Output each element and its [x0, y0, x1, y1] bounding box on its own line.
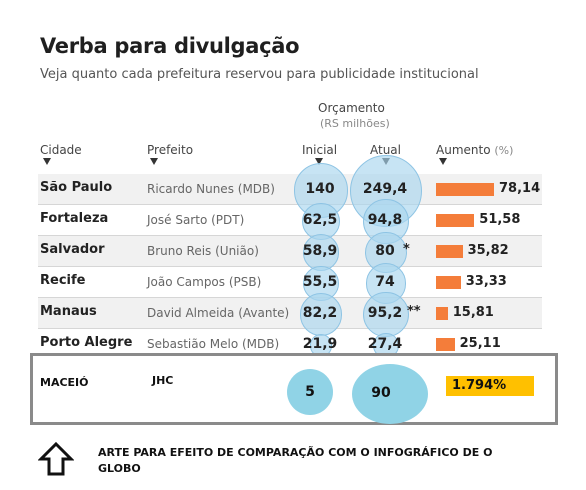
initial-budget-value: 140	[305, 181, 335, 197]
mayor-name: Bruno Reis (União)	[147, 244, 259, 258]
sort-down-icon	[150, 158, 158, 165]
initial-budget-value: 55,5	[302, 274, 338, 290]
city-name: Porto Alegre	[40, 335, 133, 350]
row-divider	[38, 266, 542, 267]
increase-bar	[436, 214, 475, 227]
sort-down-icon	[43, 158, 51, 165]
mayor-name: João Campos (PSB)	[147, 275, 262, 289]
mayor-name: José Sarto (PDT)	[147, 213, 245, 227]
mayor-name: Ricardo Nunes (MDB)	[147, 182, 275, 196]
maceio-mayor: JHC	[152, 374, 174, 387]
row-divider	[38, 328, 542, 329]
maceio-initial-value: 5	[305, 384, 315, 400]
current-budget-value: 27,4	[367, 336, 403, 352]
row-divider	[38, 297, 542, 298]
footnote-marker: **	[407, 304, 421, 319]
increase-value: 35,82	[467, 243, 509, 258]
current-budget-value: 80	[375, 243, 395, 259]
chart-subtitle: Veja quanto cada prefeitura reservou par…	[40, 67, 479, 82]
initial-budget-value: 82,2	[302, 305, 338, 321]
initial-budget-bubble	[302, 234, 339, 271]
increase-bar	[436, 183, 494, 196]
increase-bar	[436, 338, 455, 351]
sort-down-icon	[315, 158, 323, 165]
mayor-name: David Almeida (Avante)	[147, 306, 290, 320]
current-budget-value: 94,8	[367, 212, 403, 228]
footnote-marker: *	[403, 242, 410, 257]
chart-title: Verba para divulgação	[40, 34, 300, 58]
current-budget-value: 95,2	[367, 305, 403, 321]
current-budget-value: 74	[375, 274, 395, 290]
row-divider	[38, 235, 542, 236]
maceio-city: MACEIÓ	[40, 376, 89, 389]
increase-value: 78,14	[499, 181, 541, 196]
city-name: Manaus	[40, 304, 97, 319]
initial-column-header: Inicial	[302, 143, 338, 157]
sort-down-icon	[439, 158, 447, 165]
up-arrow-outline-icon	[38, 441, 74, 476]
mayor-column-header: Prefeito	[147, 143, 194, 157]
increase-value: 33,33	[465, 274, 507, 289]
footer-note: ARTE PARA EFEITO DE COMPARAÇÃO COM O INF…	[98, 446, 493, 475]
maceio-current-bubble	[352, 364, 428, 424]
increase-column-header: Aumento (%)	[436, 143, 513, 157]
current-column-header: Atual	[370, 143, 401, 157]
city-column-header: Cidade	[40, 143, 82, 157]
initial-budget-value: 21,9	[302, 336, 338, 352]
current-budget-bubble	[363, 291, 409, 338]
initial-budget-value: 62,5	[302, 212, 338, 228]
budget-unit-label: (RS milhões)	[320, 117, 390, 130]
maceio-current-value: 90	[371, 385, 391, 401]
increase-column-label: Aumento	[436, 143, 491, 157]
table-row-background	[38, 298, 542, 328]
increase-value: 25,11	[459, 336, 501, 351]
city-name: São Paulo	[40, 180, 113, 195]
maceio-initial-bubble	[287, 369, 333, 415]
maceio-increase-value: 1.794%	[446, 376, 534, 396]
increase-bar	[436, 307, 448, 320]
current-budget-value: 249,4	[362, 181, 408, 197]
initial-budget-bubble	[302, 202, 340, 240]
budget-group-header: Orçamento	[318, 101, 385, 115]
increase-bar	[436, 276, 461, 289]
initial-budget-value: 58,9	[302, 243, 338, 259]
increase-bar	[436, 245, 463, 258]
row-divider	[38, 204, 542, 205]
increase-unit-label: (%)	[494, 144, 514, 157]
city-name: Salvador	[40, 242, 105, 257]
city-name: Fortaleza	[40, 211, 109, 226]
increase-value: 15,81	[452, 305, 494, 320]
initial-budget-bubble	[293, 163, 349, 218]
increase-value: 51,58	[479, 212, 521, 227]
mayor-name: Sebastião Melo (MDB)	[147, 337, 280, 351]
city-name: Recife	[40, 273, 86, 288]
